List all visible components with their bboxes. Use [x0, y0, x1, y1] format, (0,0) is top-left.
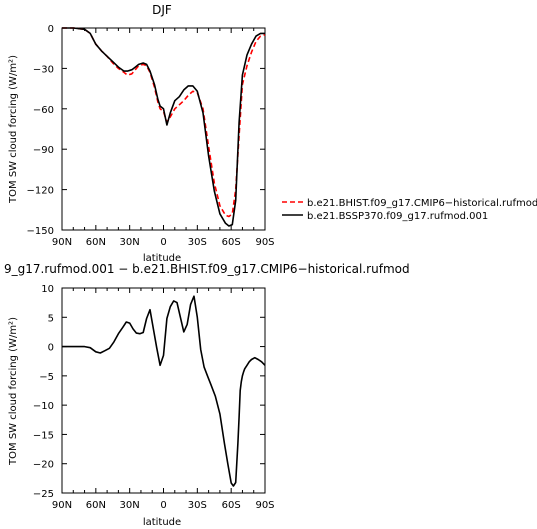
- panel1-x-tick-label: 0: [160, 237, 166, 248]
- panel2-series-line-1: [62, 295, 266, 487]
- panel2-y-tick-label: −25: [33, 489, 54, 500]
- panel1-series-line-1: [62, 27, 266, 218]
- panel1-y-axis-label: TOM SW cloud forcing (W/m²): [8, 55, 19, 204]
- panel1-title: DJF: [152, 3, 172, 17]
- panel2-x-tick-label: 60N: [86, 500, 106, 511]
- panel1-x-tick-label: 60S: [222, 237, 241, 248]
- panel2-x-tick-label: 60S: [222, 500, 241, 511]
- panel2-y-tick-label: −20: [33, 460, 54, 471]
- panel1-plot-frame: [61, 27, 266, 231]
- panel1-x-tick-label: 60N: [86, 237, 106, 248]
- panel2-x-tick-label: 0: [160, 500, 166, 511]
- panel2-x-tick-label: 30N: [120, 500, 140, 511]
- panel2-title: 9_g17.rufmod.001 − b.e21.BHIST.f09_g17.C…: [4, 262, 410, 276]
- panel1-x-tick-label: 30N: [120, 237, 140, 248]
- panel1-y-tick-label: −30: [33, 64, 54, 75]
- panel1-x-tick-label: 90N: [52, 237, 72, 248]
- panel2-y-tick-label: −15: [33, 430, 54, 441]
- panel1-legend-label: b.e21.BSSP370.f09_g17.rufmod.001: [307, 211, 488, 222]
- panel1-y-tick-label: 0: [48, 24, 54, 35]
- panel2-y-axis-label: TOM SW cloud forcing (W/m²): [8, 317, 19, 466]
- panel2-y-tick-label: −10: [33, 401, 54, 412]
- panel2-y-tick-label: −5: [39, 372, 54, 383]
- panel2-y-tick-label: 10: [41, 284, 54, 295]
- panel1-y-tick-label: −60: [33, 105, 54, 116]
- panel1-legend-label: b.e21.BHIST.f09_g17.CMIP6−historical.ruf…: [307, 198, 537, 209]
- panel1-x-axis-label: latitude: [143, 253, 181, 264]
- panel2-y-tick-label: 0: [48, 343, 54, 354]
- panel1-series-line-2: [62, 27, 265, 227]
- panel2-plot-frame: [61, 287, 266, 494]
- panel1-y-tick-label: −90: [33, 145, 54, 156]
- panel2-x-tick-label: 90S: [255, 500, 274, 511]
- panel1-x-tick-label: 30S: [188, 237, 207, 248]
- panel1-y-tick-label: −120: [27, 186, 54, 197]
- panel1-y-tick-label: −150: [27, 226, 54, 237]
- panel2-x-axis-label: latitude: [143, 517, 181, 528]
- panel2-x-tick-label: 90N: [52, 500, 72, 511]
- panel2-y-tick-label: 5: [48, 313, 54, 324]
- panel1-legend: b.e21.BHIST.f09_g17.CMIP6−historical.ruf…: [282, 198, 537, 222]
- panel1-x-tick-label: 90S: [255, 237, 274, 248]
- panel2-x-tick-label: 30S: [188, 500, 207, 511]
